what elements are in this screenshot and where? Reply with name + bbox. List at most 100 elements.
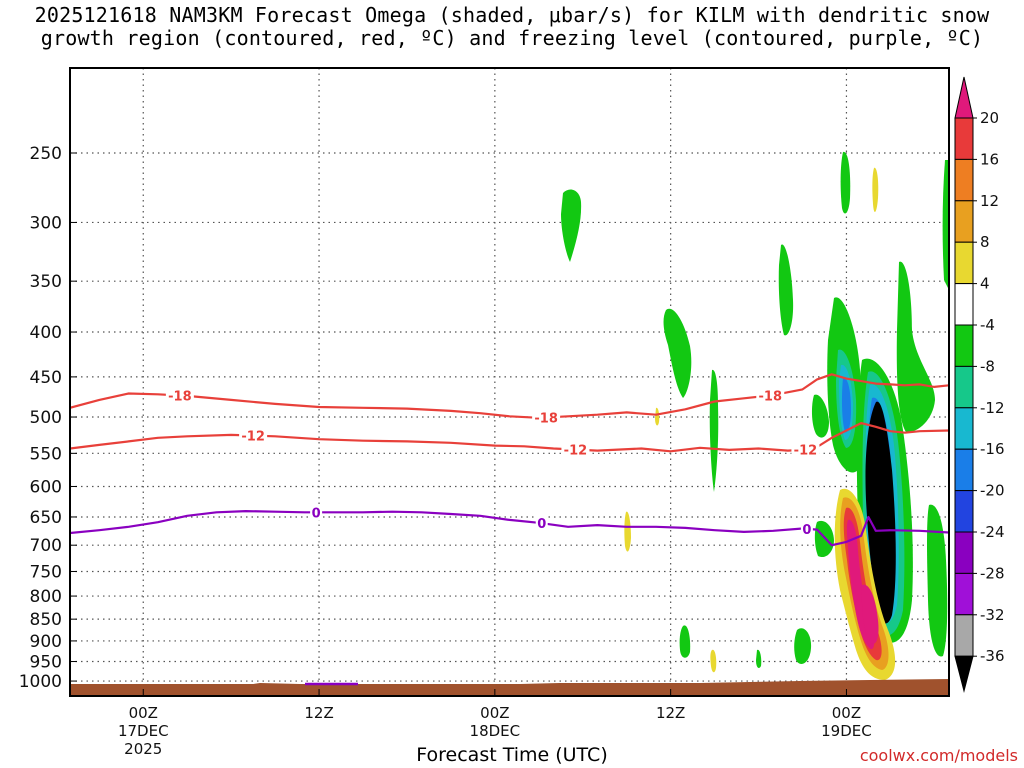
y-tick-label: 250 <box>30 144 62 164</box>
y-tick-label: 450 <box>30 368 62 388</box>
colorbar-label: -12 <box>980 399 1005 417</box>
axis-ticks: 2503003504004505005506006507007508008509… <box>19 144 872 758</box>
colorbar-label: 4 <box>980 275 990 293</box>
green-area <box>756 649 762 668</box>
plot-frame <box>69 67 950 697</box>
x-tick-label: 2025 <box>124 740 162 758</box>
green-area <box>896 261 935 433</box>
colorbar-label: 20 <box>980 109 999 127</box>
contour-label-bg <box>310 504 323 521</box>
title-line-1: 2025121618 NAM3KM Forecast Omega (shaded… <box>34 3 990 27</box>
y-tick-label: 350 <box>30 272 62 292</box>
x-tick-label: 12Z <box>656 704 685 722</box>
x-tick-label: 00Z <box>832 704 861 722</box>
colorbar-swatch <box>954 531 974 574</box>
x-tick-label: 00Z <box>129 704 158 722</box>
contour-label: -18 <box>759 389 783 404</box>
x-tick-label: 17DEC <box>118 722 169 740</box>
green-area <box>663 308 692 398</box>
green-area <box>840 151 851 214</box>
contour-label: -12 <box>564 444 588 459</box>
omega-shading <box>561 151 949 680</box>
y-tick-label: 800 <box>30 587 62 607</box>
contour-label-bg <box>165 387 194 404</box>
y-tick-label: 400 <box>30 323 62 343</box>
contour-label-bg <box>800 520 813 537</box>
contour-label: 0 <box>537 517 546 532</box>
yellow-area <box>710 649 717 673</box>
colorbar-swatch <box>954 614 974 657</box>
y-tick-label: 700 <box>30 536 62 556</box>
colorbar-swatch <box>954 200 974 243</box>
x-tick-label: 18DEC <box>470 722 521 740</box>
contour-label: 0 <box>312 506 321 521</box>
y-tick-label: 500 <box>30 408 62 428</box>
colorbar-swatch <box>954 365 974 409</box>
green-area <box>778 244 794 336</box>
colorbar-label: -32 <box>980 606 1005 624</box>
colorbar-swatch <box>954 324 974 367</box>
contour-line-0 <box>70 510 949 547</box>
contour-label: -12 <box>241 430 265 445</box>
y-tick-label: 950 <box>30 653 62 673</box>
contour-label-bg <box>239 427 268 444</box>
yellow-area <box>872 167 879 212</box>
y-tick-label: 300 <box>30 213 62 233</box>
colorbar-label: -8 <box>980 357 995 375</box>
green-area <box>927 504 948 657</box>
y-tick-label: 650 <box>30 508 62 528</box>
contour-label-bg <box>756 387 785 404</box>
title-line-2: growth region (contoured, red, ºC) and f… <box>40 26 984 50</box>
colorbar-top-arrow <box>954 76 974 119</box>
x-tick-label: 00Z <box>480 704 509 722</box>
y-tick-label: 850 <box>30 610 62 630</box>
chart-title: 2025121618 NAM3KM Forecast Omega (shaded… <box>0 4 1024 50</box>
contour-labels: -18 -18 -18 -12 -12 -12 0 0 0 <box>165 387 820 538</box>
contour-label-bg <box>791 441 820 458</box>
contour-label: -18 <box>168 389 192 404</box>
colorbar-label: -4 <box>980 316 995 334</box>
contour-line-minus18 <box>70 373 949 419</box>
contour-label-bg <box>535 515 548 532</box>
x-axis-label: Forecast Time (UTC) <box>416 744 608 766</box>
colorbar-label: -36 <box>980 647 1005 665</box>
contour-label-bg <box>561 441 590 458</box>
colorbar-swatch <box>954 241 974 285</box>
yellow-area <box>655 407 660 426</box>
contour-line-minus12 <box>70 422 949 453</box>
y-tick-label: 900 <box>30 632 62 652</box>
y-tick-label: 1000 <box>19 672 62 692</box>
plot-background <box>70 68 949 696</box>
y-tick-label: 600 <box>30 477 62 497</box>
colorbar-label: 8 <box>980 233 990 251</box>
contour-label: -18 <box>534 411 558 426</box>
colorbar-label: -28 <box>980 564 1005 582</box>
contour-label: -12 <box>794 443 818 458</box>
contour-label-bg <box>532 409 561 426</box>
colorbar-label: 12 <box>980 192 999 210</box>
green-area <box>811 394 829 438</box>
colorbar-swatch <box>954 407 974 450</box>
colorbar-label: -16 <box>980 440 1005 458</box>
colorbar-bottom-arrow <box>954 655 974 693</box>
colorbar-swatch <box>954 158 974 202</box>
colorbar-swatch <box>954 117 974 160</box>
magenta-area <box>861 584 879 644</box>
blue-area <box>841 377 851 433</box>
green-area <box>794 628 812 664</box>
contour-label: 0 <box>802 523 811 538</box>
colorbar-label: -20 <box>980 482 1005 500</box>
green-area <box>942 160 949 290</box>
x-tick-label: 19DEC <box>821 722 872 740</box>
colorbar-swatch <box>954 490 974 533</box>
green-area <box>561 189 582 262</box>
colorbar-swatch <box>954 572 974 616</box>
colorbar-swatch <box>954 448 974 492</box>
colorbar: 20 16 12 8 4 -4 -8 -12 -16 -20 -24 -28 -32 -36 <box>954 76 1005 693</box>
terrain-ground <box>70 679 949 696</box>
black-area <box>865 401 896 624</box>
green-area <box>679 625 691 658</box>
colorbar-label: 16 <box>980 150 999 168</box>
colorbar-swatch <box>954 283 974 326</box>
